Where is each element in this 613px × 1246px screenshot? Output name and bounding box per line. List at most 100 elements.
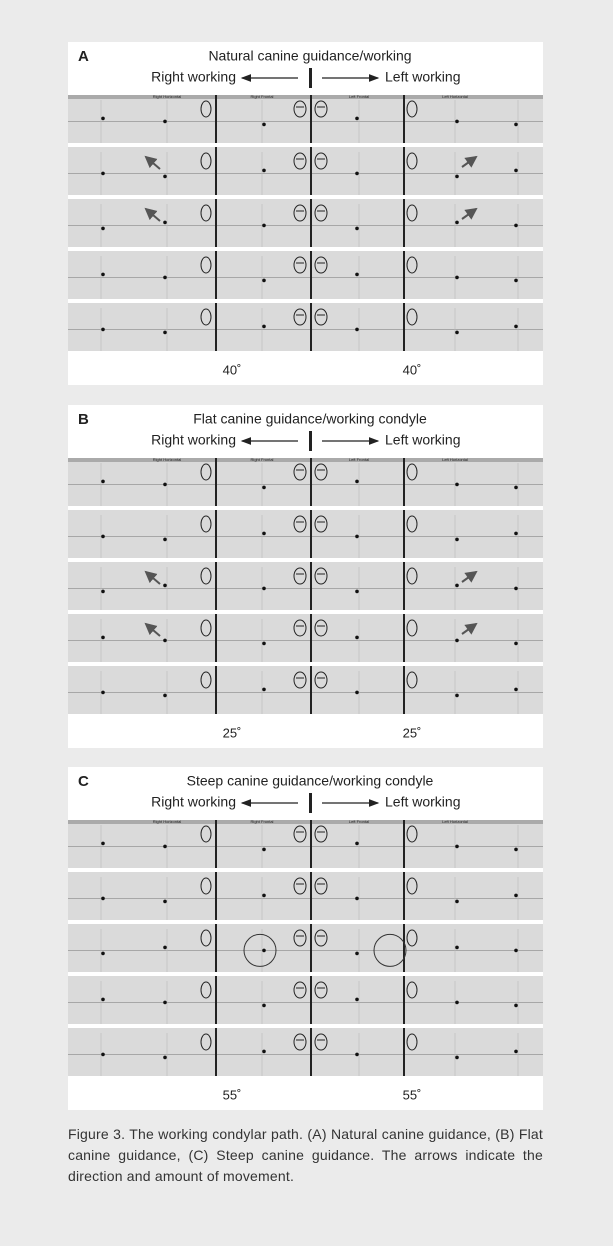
- condyle-dot: [262, 894, 266, 898]
- condyle-dot: [514, 949, 518, 953]
- strip-header: [68, 820, 543, 824]
- strip-background: [68, 614, 543, 662]
- strip-background: [68, 976, 543, 1024]
- condyle-dot: [514, 642, 518, 646]
- trace-strip: [68, 614, 543, 662]
- panel-title: Natural canine guidance/working: [208, 48, 411, 64]
- panel-letter: A: [78, 48, 89, 65]
- condyle-dot: [101, 636, 105, 640]
- condyle-dot: [262, 532, 266, 536]
- trace-strip: [68, 1028, 543, 1076]
- view-label: Left Frontal: [349, 94, 369, 99]
- condyle-dot: [101, 172, 105, 176]
- condyle-dot: [514, 1004, 518, 1008]
- view-label: Right Frontal: [251, 819, 274, 824]
- condyle-dot: [163, 276, 167, 280]
- left-label: Right working: [151, 69, 236, 85]
- condyle-dot: [355, 842, 359, 846]
- condyle-dot: [262, 279, 266, 283]
- condyle-dot: [355, 590, 359, 594]
- condyle-dot: [163, 900, 167, 904]
- right-label: Left working: [385, 69, 460, 85]
- strip-background: [68, 562, 543, 610]
- condyle-dot: [514, 688, 518, 692]
- condyle-dot: [455, 331, 459, 335]
- condyle-dot: [163, 175, 167, 179]
- condyle-dot: [455, 900, 459, 904]
- divider-bar: [309, 793, 312, 813]
- condyle-dot: [355, 952, 359, 956]
- condyle-dot: [514, 486, 518, 490]
- condyle-dot: [101, 1053, 105, 1057]
- condyle-dot: [163, 694, 167, 698]
- strip-background: [68, 251, 543, 299]
- condyle-dot: [355, 897, 359, 901]
- condyle-dot: [262, 642, 266, 646]
- angle-label: 55˚: [223, 1087, 242, 1102]
- figure: A Natural canine guidance/working Right wo…: [0, 0, 613, 1120]
- condyle-dot: [262, 848, 266, 852]
- condyle-dot: [455, 584, 459, 588]
- strip-background: [68, 458, 543, 506]
- condyle-dot: [355, 172, 359, 176]
- view-label: Left Frontal: [349, 819, 369, 824]
- trace-strip: [68, 303, 543, 351]
- condyle-dot: [262, 224, 266, 228]
- condyle-dot: [355, 227, 359, 231]
- condyle-dot: [262, 949, 266, 953]
- condyle-dot: [455, 221, 459, 225]
- trace-strip: [68, 147, 543, 195]
- condyle-dot: [163, 946, 167, 950]
- angle-label: 25˚: [223, 725, 242, 740]
- condyle-dot: [455, 1056, 459, 1060]
- condyle-dot: [163, 1001, 167, 1005]
- trace-strip: [68, 976, 543, 1024]
- view-label: Left Frontal: [349, 457, 369, 462]
- trace-strip: [68, 510, 543, 558]
- condyle-dot: [514, 325, 518, 329]
- condyle-dot: [101, 590, 105, 594]
- condyle-dot: [455, 845, 459, 849]
- condyle-dot: [355, 117, 359, 121]
- condyle-dot: [101, 842, 105, 846]
- condyle-dot: [514, 848, 518, 852]
- panel-title: Flat canine guidance/working condyle: [193, 411, 427, 427]
- angle-label: 40˚: [223, 362, 242, 377]
- view-label: Left Horizontal: [442, 457, 468, 462]
- strip-background: [68, 147, 543, 195]
- angle-label: 40˚: [403, 362, 422, 377]
- strip-background: [68, 95, 543, 143]
- figure-caption: Figure 3. The working condylar path. (A)…: [68, 1124, 543, 1187]
- condyle-dot: [101, 691, 105, 695]
- condyle-dot: [101, 273, 105, 277]
- strip-background: [68, 666, 543, 714]
- condyle-dot: [163, 483, 167, 487]
- condyle-dot: [514, 169, 518, 173]
- trace-strip: [68, 251, 543, 299]
- divider-bar: [309, 68, 312, 88]
- condyle-dot: [514, 532, 518, 536]
- right-label: Left working: [385, 794, 460, 810]
- view-label: Right Horizontal: [153, 94, 182, 99]
- left-label: Right working: [151, 794, 236, 810]
- condyle-dot: [262, 486, 266, 490]
- condyle-dot: [455, 276, 459, 280]
- condyle-dot: [163, 1056, 167, 1060]
- condyle-dot: [355, 273, 359, 277]
- condyle-dot: [355, 998, 359, 1002]
- trace-strip: [68, 666, 543, 714]
- condyle-dot: [101, 227, 105, 231]
- condyle-dot: [101, 897, 105, 901]
- condyle-dot: [455, 946, 459, 950]
- condyle-dot: [455, 175, 459, 179]
- condyle-dot: [101, 535, 105, 539]
- condyle-dot: [455, 538, 459, 542]
- panel-letter: C: [78, 773, 89, 790]
- condyle-dot: [262, 169, 266, 173]
- condyle-dot: [355, 328, 359, 332]
- panel-title: Steep canine guidance/working condyle: [187, 773, 434, 789]
- condyle-dot: [262, 1004, 266, 1008]
- trace-strip: [68, 199, 543, 247]
- condyle-dot: [163, 845, 167, 849]
